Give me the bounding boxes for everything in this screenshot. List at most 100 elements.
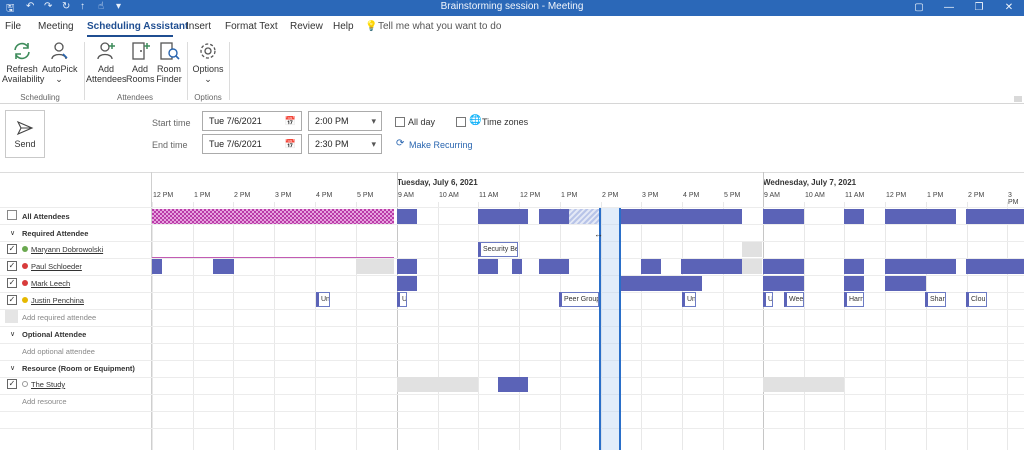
autopick-button[interactable]: AutoPick ⌄	[42, 40, 78, 84]
meeting-time-selection[interactable]	[599, 208, 621, 450]
restore-button[interactable]: ❐	[974, 2, 984, 13]
add-required-attendee-input[interactable]: Add required attendee	[22, 313, 97, 322]
meeting-block[interactable]: Harn	[844, 292, 864, 307]
tab-meeting[interactable]: Meeting	[38, 21, 74, 32]
globe-icon: 🌐	[469, 115, 482, 126]
tell-me-search[interactable]: Tell me what you want to do	[378, 21, 502, 32]
busy-block	[844, 276, 864, 291]
customize-icon[interactable]: ▾	[116, 1, 122, 12]
tab-help[interactable]: Help	[333, 21, 354, 32]
meeting-block[interactable]: Weel	[784, 292, 804, 307]
collapse-icon[interactable]: ∨	[10, 331, 16, 338]
resource-checkbox[interactable]: ✓	[7, 379, 17, 389]
meeting-block[interactable]: Security Be	[478, 242, 518, 257]
collapse-icon[interactable]: ∨	[10, 365, 16, 372]
title-bar: 🖫 ↶ ↷ ↻ ↑ ☝ ▾ Brainstorming session - Me…	[0, 0, 1024, 16]
busy-block	[763, 259, 804, 274]
calendar-icon[interactable]: 📅	[284, 139, 296, 149]
add-attendees-button[interactable]: Add Attendees	[86, 40, 127, 84]
tab-insert[interactable]: Insert	[186, 21, 212, 32]
refresh-icon[interactable]: ↻	[62, 1, 71, 12]
meeting-block[interactable]: Shar	[925, 292, 946, 307]
all-attendees-checkbox[interactable]	[7, 210, 17, 220]
all-day-checkbox[interactable]	[395, 117, 405, 127]
tab-scheduling-assistant[interactable]: Scheduling Assistant	[87, 21, 189, 32]
hour-label: 10 AM	[805, 192, 825, 199]
status-away-icon	[22, 297, 28, 303]
resource-name[interactable]: The Study	[31, 380, 66, 389]
collapse-icon[interactable]: ∨	[10, 230, 16, 237]
busy-block	[478, 209, 528, 224]
attendee-checkbox[interactable]: ✓	[7, 295, 17, 305]
save-icon[interactable]: 🖫	[6, 3, 15, 14]
hour-label: 10 AM	[439, 192, 459, 199]
hour-label: 12 PM	[520, 192, 541, 199]
end-time-field[interactable]: 2:30 PM ▾	[308, 134, 382, 154]
recurrence-icon: ⟳	[396, 138, 405, 149]
up-icon[interactable]: ↑	[80, 1, 85, 12]
group-separator	[229, 42, 230, 100]
busy-block	[966, 259, 1024, 274]
hour-label: 12 PM	[886, 192, 907, 199]
hour-label: 1 PM	[194, 192, 211, 199]
meeting-block[interactable]: Un	[316, 292, 330, 307]
resize-cursor-icon: ↔	[594, 229, 603, 239]
refresh-availability-button[interactable]: Refresh Availability	[2, 40, 44, 84]
make-recurring-link[interactable]: Make Recurring	[409, 140, 473, 150]
options-button[interactable]: Options ⌄	[190, 40, 226, 84]
meeting-block[interactable]: U	[763, 292, 773, 307]
time-zones-checkbox[interactable]	[456, 117, 466, 127]
busy-block	[844, 259, 864, 274]
busy-block	[885, 276, 926, 291]
undo-icon[interactable]: ↶	[26, 1, 35, 12]
attendee-name[interactable]: Mark Leech	[31, 279, 71, 288]
close-button[interactable]: ✕	[1004, 2, 1014, 13]
start-date-field[interactable]: Tue 7/6/2021 📅	[202, 111, 302, 131]
meeting-block[interactable]: Peer Group	[559, 292, 599, 307]
options-label: Options	[192, 64, 224, 74]
busy-block	[397, 276, 417, 291]
meeting-block[interactable]: U	[397, 292, 407, 307]
refresh-label-1: Refresh	[6, 64, 38, 74]
grid-row-line	[0, 224, 1024, 225]
attendee-checkbox[interactable]: ✓	[7, 278, 17, 288]
grid-top-border	[0, 172, 1024, 173]
ribbon-collapse-handle[interactable]	[1014, 96, 1022, 102]
tab-file[interactable]: File	[5, 21, 22, 32]
start-time-label: Start time	[152, 118, 191, 128]
ribbon: Refresh Availability AutoPick ⌄ Scheduli…	[0, 38, 1024, 104]
attendee-checkbox[interactable]: ✓	[7, 244, 17, 254]
group-separator	[187, 42, 188, 100]
end-date-field[interactable]: Tue 7/6/2021 📅	[202, 134, 302, 154]
active-tab-underline	[87, 35, 173, 37]
add-rooms-button[interactable]: Add Rooms	[126, 40, 155, 84]
tab-format-text[interactable]: Format Text	[225, 21, 278, 32]
chevron-down-icon[interactable]: ▾	[371, 139, 376, 149]
meeting-block[interactable]: Un	[682, 292, 696, 307]
chevron-down-icon[interactable]: ▾	[371, 116, 376, 126]
hour-label: 3 PM	[642, 192, 659, 199]
tab-review[interactable]: Review	[290, 21, 323, 32]
grid-row-line	[0, 207, 1024, 208]
send-button[interactable]: Send	[5, 110, 45, 158]
room-finder-button[interactable]: Room Finder	[154, 40, 184, 84]
start-time-field[interactable]: 2:00 PM ▾	[308, 111, 382, 131]
grid-row-line	[0, 360, 1024, 361]
add-resource-input[interactable]: Add resource	[22, 397, 67, 406]
no-info-block	[742, 242, 762, 257]
ribbon-display-icon[interactable]: ▢	[914, 2, 924, 13]
attendee-name[interactable]: Maryann Dobrowolski	[31, 245, 104, 254]
group-label-options: Options	[194, 93, 222, 102]
meeting-block[interactable]: Clou	[966, 292, 987, 307]
attendee-name[interactable]: Paul Schloeder	[31, 262, 82, 271]
add-optional-attendee-input[interactable]: Add optional attendee	[22, 347, 95, 356]
room-finder-label-2: Finder	[156, 74, 182, 84]
attendee-checkbox[interactable]: ✓	[7, 261, 17, 271]
redo-icon[interactable]: ↷	[44, 1, 53, 12]
attendee-name[interactable]: Justin Penchina	[31, 296, 84, 305]
minimize-button[interactable]: —	[944, 2, 954, 13]
out-of-office-line	[152, 257, 394, 258]
touch-mode-icon[interactable]: ☝	[98, 1, 105, 12]
end-time-value: 2:30 PM	[315, 139, 349, 149]
calendar-icon[interactable]: 📅	[284, 116, 296, 126]
